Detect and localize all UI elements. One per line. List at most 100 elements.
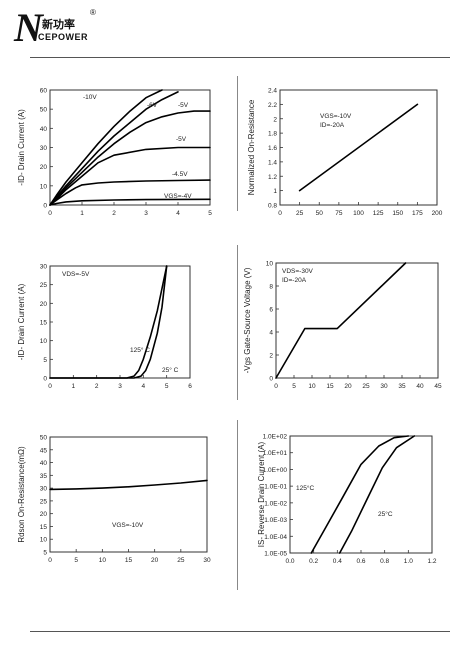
y-tick-label: 0 — [43, 376, 47, 383]
y-tick-label: 50 — [40, 435, 48, 442]
y-tick-label: 10 — [266, 261, 274, 268]
y-tick-label: 6 — [269, 307, 273, 314]
x-tick-label: 75 — [335, 210, 343, 217]
annotation-label: VDS=-5V — [62, 271, 90, 278]
y-tick-label: 15 — [40, 524, 48, 531]
y-tick-label: 1.0E-05 — [264, 551, 287, 558]
x-tick-label: 0.4 — [333, 558, 342, 565]
series-line — [49, 91, 179, 206]
y-tick-label: 1.2 — [268, 174, 277, 181]
x-tick-label: 30 — [203, 557, 211, 564]
annotation-label: ID=-20A — [320, 122, 345, 129]
y-tick-label: 1.4 — [268, 159, 277, 166]
y-tick-label: 2 — [269, 353, 273, 360]
logo-text-cn: 新功率 — [42, 19, 75, 31]
brand-logo: N 新功率 CEPOWER ® — [14, 8, 114, 52]
x-tick-label: 45 — [434, 383, 442, 390]
y-tick-label: 10 — [40, 537, 48, 544]
x-tick-label: 0 — [48, 557, 52, 564]
x-tick-label: 200 — [432, 210, 443, 217]
series-line — [49, 479, 208, 491]
x-tick-label: 0 — [48, 383, 52, 390]
chart-normalized-on-resistance: 0.8 1 1.2 1.4 1.6 1.8 2 2.2 2.4 0 25 50 75 100 125 150 1… — [247, 88, 443, 218]
y-tick-label: 8 — [269, 284, 273, 291]
x-tick-label: 25 — [177, 557, 185, 564]
y-tick-label: 1.0E-01 — [264, 484, 287, 491]
y-tick-label: 20 — [40, 164, 48, 171]
x-tick-label: 25 — [362, 383, 370, 390]
y-tick-label: 1 — [273, 188, 277, 195]
x-tick-label: 0.0 — [285, 558, 294, 565]
y-tick-label: 1.0E+00 — [263, 467, 288, 474]
x-tick-label: 50 — [316, 210, 324, 217]
x-tick-label: 3 — [118, 383, 122, 390]
x-tick-label: 5 — [165, 383, 169, 390]
annotation-label: -4.5V — [172, 171, 188, 178]
series-line — [49, 265, 168, 379]
x-tick-label: 15 — [125, 557, 133, 564]
y-tick-label: 1.0E+01 — [263, 450, 288, 457]
annotation-label: -5V — [178, 102, 189, 109]
chart-output-characteristics: 0 10 20 30 40 50 60 0 1 2 3 4 5 -ID- Drain Current (A… — [17, 88, 212, 218]
x-tick-label: 2 — [95, 383, 99, 390]
x-tick-label: 100 — [353, 210, 364, 217]
x-tick-label: 25 — [296, 210, 304, 217]
x-tick-label: 6 — [188, 383, 192, 390]
column-divider — [237, 76, 238, 211]
y-axis-label: IS- Reverse Drain Current (A) — [257, 441, 266, 547]
y-tick-label: 10 — [40, 338, 48, 345]
y-tick-label: 1.8 — [268, 131, 277, 138]
y-tick-label: 0 — [269, 376, 273, 383]
chart-body-diode-characteristics: 1.0E-05 1.0E-04 1.0E-03 1.0E-02 1.0E-01 1.0E+… — [257, 434, 437, 566]
annotation-label: 125°C — [296, 484, 314, 492]
x-tick-label: 1 — [80, 210, 84, 217]
x-tick-label: 125 — [373, 210, 384, 217]
x-tick-label: 0.2 — [309, 558, 318, 565]
plot-frame — [49, 436, 208, 553]
y-tick-label: 30 — [40, 486, 48, 493]
x-tick-label: 40 — [416, 383, 424, 390]
y-tick-label: 1.0E-03 — [264, 517, 287, 524]
x-tick-label: 4 — [142, 383, 146, 390]
y-tick-label: 5 — [43, 357, 47, 364]
chart-gate-charge: 0 2 4 6 8 10 0 5 10 15 20 25 30 35 40 45 -Vgs Gate-Sourc… — [243, 261, 442, 391]
x-tick-label: 175 — [412, 210, 423, 217]
annotation-label: ID=-20A — [282, 277, 307, 284]
y-tick-label: 15 — [40, 320, 48, 327]
y-tick-label: 0.8 — [268, 203, 277, 210]
x-tick-label: 20 — [344, 383, 352, 390]
y-tick-label: 25 — [40, 282, 48, 289]
x-tick-label: 5 — [292, 383, 296, 390]
y-tick-label: 40 — [40, 460, 48, 467]
x-tick-label: 2 — [112, 210, 116, 217]
x-tick-label: 0.6 — [356, 558, 365, 565]
x-tick-label: 10 — [308, 383, 316, 390]
y-tick-label: 10 — [40, 183, 48, 190]
series-line — [49, 89, 163, 206]
column-divider — [237, 420, 238, 590]
x-tick-label: 1.2 — [427, 558, 436, 565]
y-axis-label: Rdson On-Resistance(mΩ) — [17, 446, 26, 543]
series-line — [49, 110, 211, 206]
y-tick-label: 40 — [40, 126, 48, 133]
x-tick-label: 1.0 — [404, 558, 413, 565]
x-tick-label: 4 — [176, 210, 180, 217]
series-line — [49, 179, 211, 206]
annotation-label: 25° C — [162, 366, 179, 374]
x-tick-label: 0 — [274, 383, 278, 390]
x-tick-label: 0 — [278, 210, 282, 217]
annotation-label: VGS=-10V — [320, 113, 352, 120]
y-tick-label: 20 — [40, 301, 48, 308]
x-tick-label: 1 — [72, 383, 76, 390]
annotation-label: -10V — [83, 94, 97, 101]
x-tick-label: 5 — [74, 557, 78, 564]
plot-frame — [49, 265, 191, 379]
plot-frame — [289, 435, 433, 554]
column-divider — [237, 245, 238, 400]
series-line — [49, 146, 211, 206]
x-tick-label: 0.8 — [380, 558, 389, 565]
logo-text-en: CEPOWER — [38, 32, 89, 42]
y-tick-label: 0 — [43, 203, 47, 210]
annotation-label: -5V — [176, 136, 187, 143]
